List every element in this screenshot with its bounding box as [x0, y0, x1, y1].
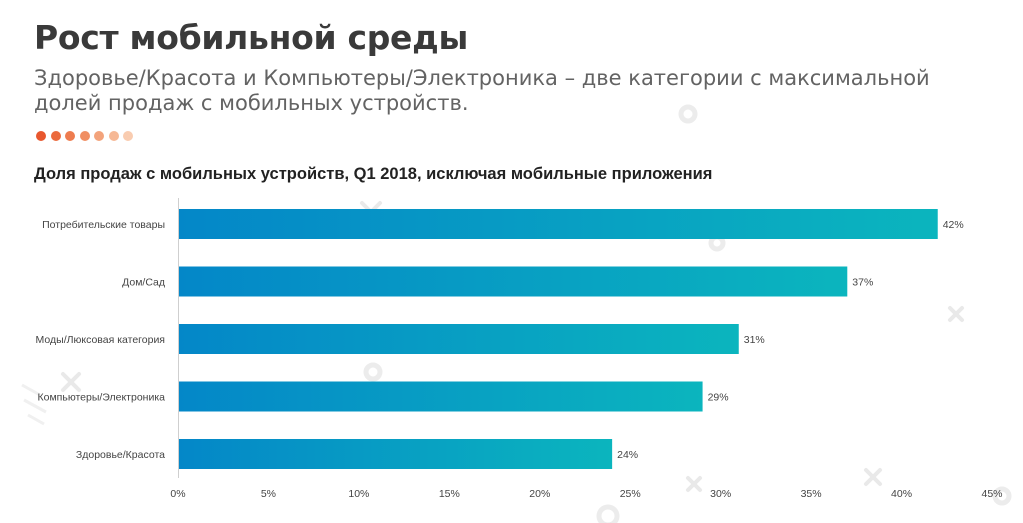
- x-tick-label: 0%: [170, 488, 185, 500]
- category-label: Компьютеры/Электроника: [37, 392, 165, 404]
- category-label: Моды/Люксовая категория: [36, 334, 165, 346]
- data-label: 31%: [744, 334, 765, 346]
- data-label: 24%: [617, 449, 638, 461]
- x-tick-label: 35%: [801, 488, 822, 500]
- decorative-dot: [108, 131, 119, 141]
- x-tick-label: 5%: [261, 488, 276, 500]
- bar: [179, 266, 848, 297]
- slide-subtitle: Здоровье/Красота и Компьютеры/Электроник…: [34, 66, 930, 115]
- data-label: 37%: [852, 277, 873, 289]
- data-label: 42%: [943, 219, 964, 231]
- data-label: 29%: [708, 392, 729, 404]
- x-tick-label: 40%: [891, 488, 912, 500]
- chart-title: Доля продаж с мобильных устройств, Q1 20…: [34, 165, 713, 183]
- decorative-dots: [36, 131, 133, 141]
- decorative-dot: [123, 131, 133, 141]
- category-label: Потребительские товары: [42, 219, 165, 231]
- category-label: Дом/Сад: [122, 277, 165, 289]
- x-tick-label: 15%: [439, 488, 460, 500]
- decorative-dot: [79, 131, 90, 141]
- bar: [179, 381, 703, 412]
- slide-title: Рост мобильной среды: [34, 18, 469, 57]
- x-tick-label: 20%: [529, 488, 550, 500]
- bar: [179, 324, 739, 354]
- category-label: Здоровье/Красота: [76, 449, 165, 461]
- decorative-dot: [50, 131, 61, 141]
- bar: [179, 439, 613, 469]
- x-tick-label: 10%: [348, 488, 369, 500]
- x-tick-label: 25%: [620, 488, 641, 500]
- x-tick-label: 30%: [710, 488, 731, 500]
- decorative-dot: [65, 131, 75, 141]
- decorative-dot: [94, 131, 104, 141]
- bar: [179, 209, 938, 239]
- x-tick-label: 45%: [981, 488, 1002, 500]
- decorative-dot: [36, 131, 46, 141]
